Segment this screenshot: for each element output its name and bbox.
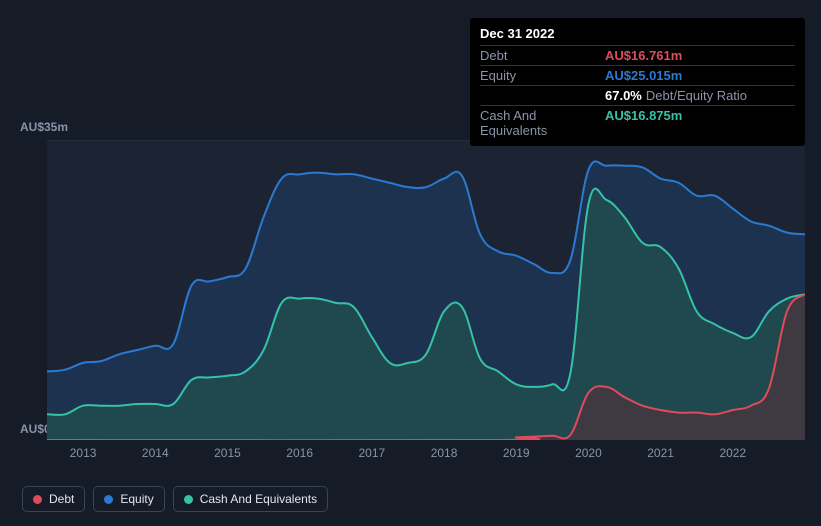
tooltip-row-value: 67.0%Debt/Equity Ratio <box>605 88 747 103</box>
tooltip-row: DebtAU$16.761m <box>480 45 795 65</box>
xaxis-label: 2020 <box>575 446 602 460</box>
tooltip-row-label: Cash And Equivalents <box>480 108 605 138</box>
xaxis-label: 2013 <box>70 446 97 460</box>
tooltip-date: Dec 31 2022 <box>480 24 795 45</box>
xaxis-label: 2019 <box>503 446 530 460</box>
tooltip-row-value: AU$16.761m <box>605 48 682 63</box>
tooltip-row: Cash And EquivalentsAU$16.875m <box>480 105 795 140</box>
yaxis-label-top: AU$35m <box>20 120 68 134</box>
tooltip-row-suffix: Debt/Equity Ratio <box>646 88 747 103</box>
tooltip-row: 67.0%Debt/Equity Ratio <box>480 85 795 105</box>
tooltip-panel: Dec 31 2022 DebtAU$16.761mEquityAU$25.01… <box>470 18 805 146</box>
legend-label: Equity <box>120 492 153 506</box>
xaxis-label: 2018 <box>431 446 458 460</box>
tooltip-row-value: AU$16.875m <box>605 108 682 138</box>
xaxis-label: 2016 <box>286 446 313 460</box>
legend-dot <box>33 495 42 504</box>
tooltip-row: EquityAU$25.015m <box>480 65 795 85</box>
legend-item-debt[interactable]: Debt <box>22 486 85 512</box>
tooltip-row-label: Equity <box>480 68 605 83</box>
legend-item-cash-and-equivalents[interactable]: Cash And Equivalents <box>173 486 328 512</box>
legend: Debt Equity Cash And Equivalents <box>22 486 328 512</box>
xaxis: 2013 2014 2015 2016 2017 2018 2019 2020 2021 2022 <box>47 446 805 466</box>
xaxis-label: 2017 <box>358 446 385 460</box>
chart-plot[interactable] <box>47 140 805 440</box>
tooltip-row-label: Debt <box>480 48 605 63</box>
xaxis-label: 2014 <box>142 446 169 460</box>
legend-label: Cash And Equivalents <box>200 492 317 506</box>
tooltip-row-value: AU$25.015m <box>605 68 682 83</box>
chart-container: AU$35m AU$0 2013201420152016201720182019… <box>17 120 805 460</box>
legend-dot <box>104 495 113 504</box>
xaxis-label: 2015 <box>214 446 241 460</box>
tooltip-row-label <box>480 88 605 103</box>
legend-dot <box>184 495 193 504</box>
legend-label: Debt <box>49 492 74 506</box>
legend-item-equity[interactable]: Equity <box>93 486 164 512</box>
xaxis-label: 2022 <box>719 446 746 460</box>
xaxis-label: 2021 <box>647 446 674 460</box>
